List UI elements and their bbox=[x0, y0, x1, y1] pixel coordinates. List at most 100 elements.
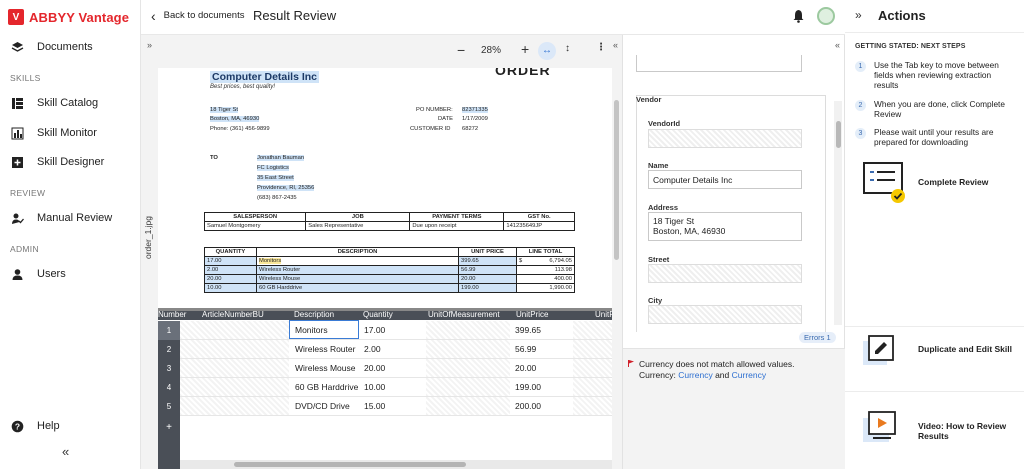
fields-scrollbar[interactable] bbox=[834, 101, 842, 325]
grid-scrollbar-thumb[interactable] bbox=[234, 462, 466, 467]
table-row[interactable]: 1 Monitors 17.00 399.65 bbox=[158, 321, 612, 340]
grid-col-header[interactable]: UnitPriceDe bbox=[595, 311, 612, 319]
doc-addr1[interactable]: 18 Tiger St bbox=[210, 107, 238, 113]
zoom-out-button[interactable]: − bbox=[457, 42, 465, 58]
cell-unit-price[interactable]: 200.00 bbox=[515, 401, 541, 411]
row-number[interactable]: 1 bbox=[158, 321, 180, 340]
errors-badge[interactable]: Errors 1 bbox=[799, 332, 836, 343]
doc-item-qty[interactable]: 10.00 bbox=[205, 284, 257, 293]
collapse-actions-icon[interactable]: » bbox=[855, 8, 862, 22]
grid-col-header[interactable]: ArticleNumberBU bbox=[202, 311, 264, 319]
doc-to-name[interactable]: Jonathan Bauman bbox=[257, 155, 304, 161]
doc-info-table: SALESPERSON JOB PAYMENT TERMS GST No. Sa… bbox=[204, 212, 575, 231]
video-review-card[interactable]: Video: How to Review Results bbox=[845, 391, 1024, 469]
doc-to-street[interactable]: 35 East Street bbox=[257, 175, 294, 181]
expand-thumbnails-button[interactable]: » bbox=[147, 40, 152, 50]
cell-unit-price[interactable]: 399.65 bbox=[515, 325, 541, 335]
fit-width-icon[interactable]: ↔ bbox=[538, 42, 556, 60]
avatar[interactable] bbox=[817, 7, 835, 25]
address-input[interactable]: 18 Tiger St Boston, MA, 46930 bbox=[648, 212, 802, 241]
doc-item-price[interactable]: 20.00 bbox=[459, 275, 517, 284]
fit-height-icon[interactable]: ↕ bbox=[565, 43, 570, 54]
doc-item-price[interactable]: 56.99 bbox=[459, 266, 517, 275]
previous-field-input[interactable] bbox=[636, 55, 802, 72]
row-number[interactable]: 3 bbox=[158, 359, 180, 378]
cell-quantity[interactable]: 10.00 bbox=[364, 382, 385, 392]
document-scrollbar[interactable] bbox=[613, 95, 621, 305]
grid-col-header[interactable]: Number bbox=[158, 311, 186, 319]
hatched-cell bbox=[573, 397, 612, 415]
error-link-currency[interactable]: Currency bbox=[678, 370, 712, 380]
cell-quantity[interactable]: 20.00 bbox=[364, 363, 385, 373]
doc-po-value[interactable]: 82371335 bbox=[462, 107, 488, 113]
doc-item-desc[interactable]: Wireless Router bbox=[257, 266, 459, 275]
bar-chart-icon bbox=[11, 127, 24, 140]
doc-item-desc[interactable]: Wireless Mouse bbox=[257, 275, 459, 284]
table-row[interactable]: 4 60 GB Harddrive 10.00 199.00 bbox=[158, 378, 612, 397]
hatched-cell bbox=[573, 359, 612, 377]
back-to-documents-link[interactable]: ‹ Back to documents bbox=[151, 10, 244, 21]
doc-item-qty[interactable]: 17.00 bbox=[205, 257, 257, 266]
doc-item-row: 2.00 Wireless Router 56.99 113.98 bbox=[205, 266, 575, 275]
layers-icon bbox=[11, 41, 24, 54]
doc-item-qty[interactable]: 20.00 bbox=[205, 275, 257, 284]
row-number[interactable]: 5 bbox=[158, 397, 180, 416]
fields-scrollbar-thumb[interactable] bbox=[836, 121, 841, 148]
table-row[interactable]: 2 Wireless Router 2.00 56.99 bbox=[158, 340, 612, 359]
cell-quantity[interactable]: 2.00 bbox=[364, 344, 381, 354]
zoom-in-button[interactable]: + bbox=[521, 41, 529, 57]
selected-cell-outline bbox=[289, 320, 359, 339]
nav-item-help[interactable]: ? Help bbox=[0, 415, 141, 437]
cell-description[interactable]: 60 GB Harddrive bbox=[295, 382, 358, 392]
nav-item-users[interactable]: Users bbox=[0, 263, 141, 285]
grid-col-header[interactable]: Description bbox=[294, 311, 334, 319]
group-vendor-label: Vendor bbox=[636, 95, 661, 104]
document-scrollbar-thumb[interactable] bbox=[614, 100, 619, 260]
row-number[interactable]: 4 bbox=[158, 378, 180, 397]
doc-item-desc[interactable]: Monitors bbox=[259, 258, 281, 264]
grid-col-header[interactable]: UnitPrice bbox=[516, 311, 548, 319]
row-number[interactable]: 2 bbox=[158, 340, 180, 359]
doc-item-price[interactable]: 199.00 bbox=[459, 284, 517, 293]
nav-item-skill-designer[interactable]: Skill Designer bbox=[0, 151, 141, 173]
street-input[interactable] bbox=[648, 264, 802, 283]
nav-item-skill-monitor[interactable]: Skill Monitor bbox=[0, 122, 141, 144]
doc-item-qty[interactable]: 2.00 bbox=[205, 266, 257, 275]
collapse-nav-button[interactable]: « bbox=[62, 444, 69, 459]
cell-quantity[interactable]: 17.00 bbox=[364, 325, 385, 335]
table-row[interactable]: 5 DVD/CD Drive 15.00 200.00 bbox=[158, 397, 612, 416]
brand-logo[interactable]: V ABBYY Vantage bbox=[8, 7, 129, 27]
add-row-button[interactable]: + bbox=[163, 421, 175, 433]
section-review: REVIEW bbox=[10, 188, 45, 198]
nav-item-manual-review[interactable]: Manual Review bbox=[0, 207, 141, 229]
nav-item-documents[interactable]: Documents bbox=[0, 36, 141, 58]
error-link-currency-2[interactable]: Currency bbox=[732, 370, 766, 380]
cell-description[interactable]: DVD/CD Drive bbox=[295, 401, 350, 411]
doc-addr2[interactable]: Boston, MA, 46930 bbox=[210, 116, 259, 122]
cell-unit-price[interactable]: 56.99 bbox=[515, 344, 536, 354]
doc-to-city[interactable]: Providence, RI, 25356 bbox=[257, 185, 314, 191]
cell-description[interactable]: Wireless Router bbox=[295, 344, 355, 354]
bell-icon[interactable] bbox=[793, 9, 804, 23]
doc-company[interactable]: Computer Details Inc bbox=[210, 71, 319, 83]
collapse-fields-button[interactable]: « bbox=[613, 40, 618, 50]
vendor-id-input[interactable] bbox=[648, 129, 802, 148]
grid-col-header[interactable]: Quantity bbox=[363, 311, 393, 319]
city-input[interactable] bbox=[648, 305, 802, 324]
more-options-icon[interactable]: ⋮ bbox=[596, 42, 606, 53]
grid-horizontal-scrollbar[interactable] bbox=[180, 460, 612, 469]
nav-item-skill-catalog[interactable]: Skill Catalog bbox=[0, 92, 141, 114]
cell-quantity[interactable]: 15.00 bbox=[364, 401, 385, 411]
cell-description[interactable]: Wireless Mouse bbox=[295, 363, 355, 373]
cell-unit-price[interactable]: 20.00 bbox=[515, 363, 536, 373]
cell-unit-price[interactable]: 199.00 bbox=[515, 382, 541, 392]
name-input[interactable]: Computer Details Inc bbox=[648, 170, 802, 189]
duplicate-edit-card[interactable]: Duplicate and Edit Skill bbox=[845, 326, 1024, 391]
doc-item-price[interactable]: 399.65 bbox=[459, 257, 517, 266]
table-row[interactable]: 3 Wireless Mouse 20.00 20.00 bbox=[158, 359, 612, 378]
file-tab[interactable]: order_1.jpg bbox=[143, 216, 153, 259]
doc-item-desc[interactable]: 60 GB Harddrive bbox=[257, 284, 459, 293]
doc-to-company[interactable]: FC Logistics bbox=[257, 165, 289, 171]
grid-col-header[interactable]: UnitOfMeasurement bbox=[428, 311, 500, 319]
complete-review-card[interactable]: Complete Review bbox=[845, 155, 1024, 218]
